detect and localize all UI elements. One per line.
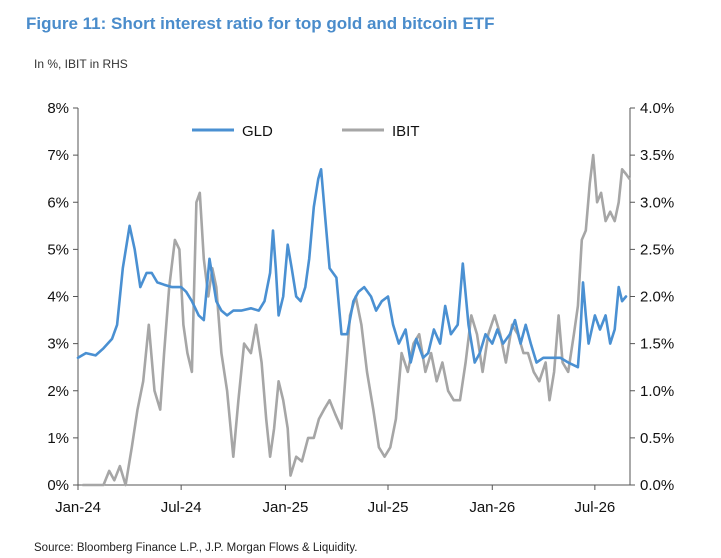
x-tick-label: Jul-26 bbox=[574, 499, 615, 516]
right-tick-label: 2.5% bbox=[640, 241, 674, 258]
x-tick-label: Jan-24 bbox=[55, 499, 101, 516]
left-tick-label: 7% bbox=[47, 147, 69, 164]
left-tick-label: 4% bbox=[47, 289, 69, 306]
x-tick-label: Jul-25 bbox=[368, 499, 409, 516]
right-tick-label: 3.5% bbox=[640, 147, 674, 164]
left-tick-label: 3% bbox=[47, 336, 69, 353]
legend-label-gld: GLD bbox=[242, 123, 273, 140]
right-tick-label: 0.0% bbox=[640, 477, 674, 494]
right-tick-label: 1.0% bbox=[640, 383, 674, 400]
x-tick-label: Jul-24 bbox=[161, 499, 202, 516]
left-tick-label: 6% bbox=[47, 194, 69, 211]
left-tick-label: 8% bbox=[47, 100, 69, 117]
right-tick-label: 3.0% bbox=[640, 194, 674, 211]
right-tick-label: 1.5% bbox=[640, 336, 674, 353]
series-line-ibit bbox=[81, 153, 631, 487]
right-tick-label: 4.0% bbox=[640, 100, 674, 117]
left-tick-label: 2% bbox=[47, 383, 69, 400]
source-note: Source: Bloomberg Finance L.P., J.P. Mor… bbox=[34, 542, 358, 554]
right-tick-label: 2.0% bbox=[640, 289, 674, 306]
left-tick-label: 0% bbox=[47, 477, 69, 494]
legend-label-ibit: IBIT bbox=[392, 123, 420, 140]
left-tick-label: 5% bbox=[47, 241, 69, 258]
right-tick-label: 0.5% bbox=[640, 430, 674, 447]
series-layer bbox=[76, 153, 631, 487]
legend: GLD IBIT bbox=[192, 123, 420, 140]
chart-title: Figure 11: Short interest ratio for top … bbox=[26, 14, 495, 33]
axes: 0% 1% 2% 3% 4% 5% 6% 7% 8% 0.0% 0.5% 1.0% 1.5% 2.0% 2.… bbox=[47, 100, 674, 516]
x-tick-label: Jan-25 bbox=[262, 499, 308, 516]
chart-subtitle: In %, IBIT in RHS bbox=[34, 57, 128, 71]
series-line-gld bbox=[76, 168, 628, 369]
x-tick-label: Jan-26 bbox=[469, 499, 515, 516]
left-tick-label: 1% bbox=[47, 430, 69, 447]
